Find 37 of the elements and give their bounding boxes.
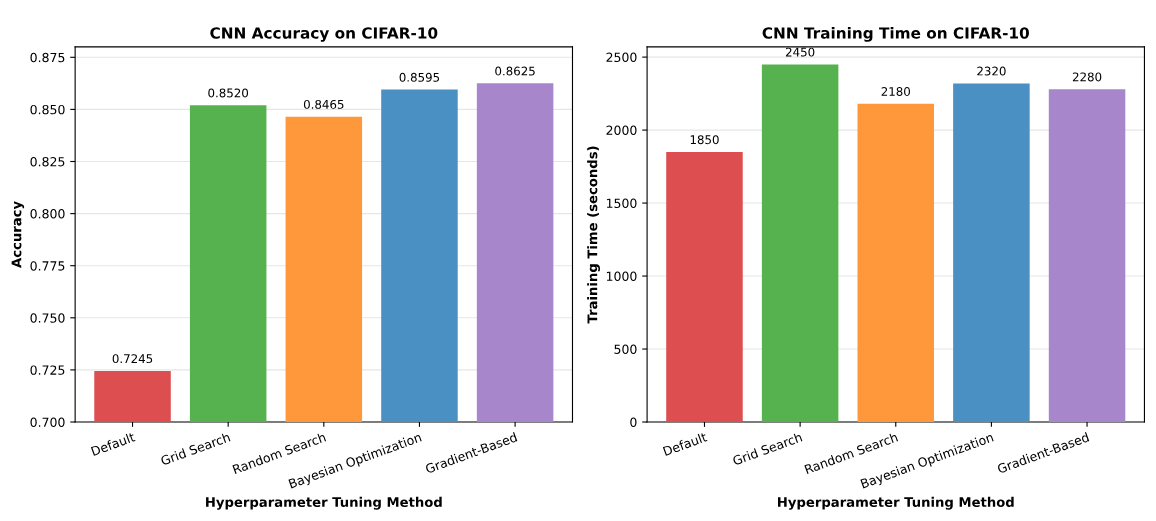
x-axis-title: Hyperparameter Tuning Method — [206, 496, 442, 510]
bar — [1048, 89, 1126, 423]
text: 0.850 — [30, 104, 65, 115]
y-axis-title: Training Time (seconds) — [587, 146, 600, 324]
text: 0.725 — [30, 365, 65, 375]
y-tick-label: 500 — [614, 344, 637, 354]
chart-title: CNN Training Time on CIFAR-10 — [762, 26, 1029, 42]
data-label: 1850 — [690, 135, 719, 145]
x-axis-title: Hyperparameter Tuning Method — [778, 496, 1014, 510]
y-tick-label: 0 — [630, 417, 637, 427]
data-label: 0.7245 — [112, 354, 153, 364]
chart-title: CNN Accuracy on CIFAR-10 — [210, 27, 438, 42]
text: 0.775 — [30, 261, 65, 271]
text: 0.875 — [30, 52, 65, 63]
text: 0.700 — [30, 417, 65, 427]
x-tick-label: Grid Search — [160, 432, 231, 466]
text: 0.825 — [30, 156, 65, 167]
bar — [761, 64, 839, 423]
data-label: 0.8595 — [399, 72, 440, 82]
data-label: 2320 — [977, 66, 1006, 76]
x-tick-label: Grid Search — [732, 432, 803, 466]
y-tick-label: 2000 — [606, 125, 637, 136]
bar — [857, 103, 935, 423]
y-tick-label: 2500 — [606, 52, 637, 63]
data-label: 2280 — [1072, 72, 1102, 82]
text: 0.750 — [30, 313, 65, 323]
data-label: 2450 — [785, 47, 815, 57]
y-tick-label: 1500 — [606, 198, 637, 208]
data-label: 2180 — [881, 87, 910, 96]
y-axis-title: Accuracy — [11, 201, 25, 268]
bar — [666, 151, 743, 423]
text: 0.800 — [30, 209, 65, 219]
bar — [953, 83, 1030, 423]
data-label: 0.8625 — [495, 66, 535, 76]
data-label: 0.8520 — [208, 88, 249, 98]
data-label: 0.8465 — [303, 99, 344, 109]
y-tick-label: 1000 — [606, 271, 637, 281]
